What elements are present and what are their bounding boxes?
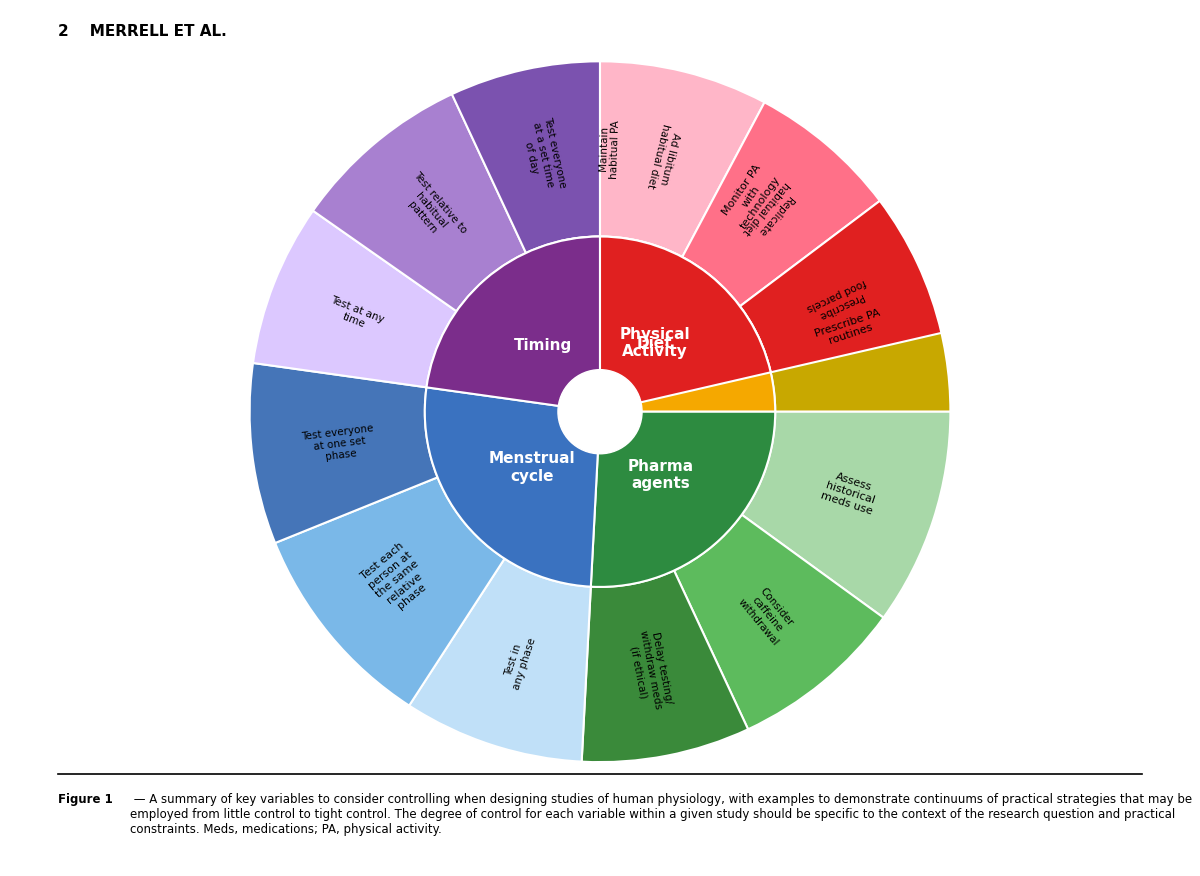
Wedge shape — [250, 363, 438, 543]
Text: — A summary of key variables to consider controlling when designing studies of h: — A summary of key variables to consider… — [131, 793, 1193, 836]
Wedge shape — [683, 102, 880, 307]
Wedge shape — [600, 237, 770, 412]
Wedge shape — [742, 412, 950, 618]
Text: 2    MERRELL ET AL.: 2 MERRELL ET AL. — [58, 24, 227, 39]
Wedge shape — [740, 201, 950, 412]
Wedge shape — [560, 237, 775, 412]
Wedge shape — [452, 61, 600, 253]
Text: Test everyone
at a set time
of day: Test everyone at a set time of day — [520, 117, 568, 194]
Wedge shape — [652, 76, 880, 307]
Text: Prescribe PA
routines: Prescribe PA routines — [814, 307, 886, 350]
Wedge shape — [582, 570, 748, 762]
Text: Physical
Activity: Physical Activity — [619, 327, 690, 359]
Text: Prescribe
food parcels: Prescribe food parcels — [804, 278, 872, 324]
Text: Menstrual
cycle: Menstrual cycle — [490, 451, 576, 484]
Wedge shape — [409, 559, 590, 761]
Text: Test everyone
at one set
phase: Test everyone at one set phase — [301, 423, 377, 464]
Text: Monitor PA
with
technology: Monitor PA with technology — [719, 161, 782, 231]
Text: Figure 1: Figure 1 — [58, 793, 113, 806]
Wedge shape — [253, 211, 456, 387]
Wedge shape — [674, 515, 883, 730]
Wedge shape — [600, 61, 764, 257]
Text: Pharma
agents: Pharma agents — [628, 459, 694, 491]
Text: Maintain
habitual PA: Maintain habitual PA — [598, 119, 620, 179]
Circle shape — [558, 370, 642, 454]
Text: Test each
person at
the same
relative
phase: Test each person at the same relative ph… — [359, 540, 436, 618]
Wedge shape — [740, 201, 942, 372]
Text: Assess
historical
meds use: Assess historical meds use — [820, 469, 881, 517]
Text: Consider
caffeine
withdrawal: Consider caffeine withdrawal — [736, 582, 798, 647]
Wedge shape — [313, 94, 526, 311]
Text: Test relative to
habitual
pattern: Test relative to habitual pattern — [394, 170, 468, 251]
Wedge shape — [275, 477, 504, 705]
Wedge shape — [521, 61, 702, 244]
Wedge shape — [590, 412, 775, 587]
Text: Timing: Timing — [514, 338, 571, 353]
Text: Diet: Diet — [637, 336, 672, 350]
Text: Test at any
time: Test at any time — [325, 295, 385, 336]
Text: Delay testing/
withdraw meds
(if ethical): Delay testing/ withdraw meds (if ethical… — [626, 627, 674, 712]
Text: Test in
any phase: Test in any phase — [500, 632, 538, 690]
Text: Replicate
habitual diet: Replicate habitual diet — [740, 180, 800, 244]
Wedge shape — [426, 237, 600, 412]
Text: Ad libitum
habitual diet: Ad libitum habitual diet — [646, 122, 682, 192]
Wedge shape — [425, 387, 600, 587]
